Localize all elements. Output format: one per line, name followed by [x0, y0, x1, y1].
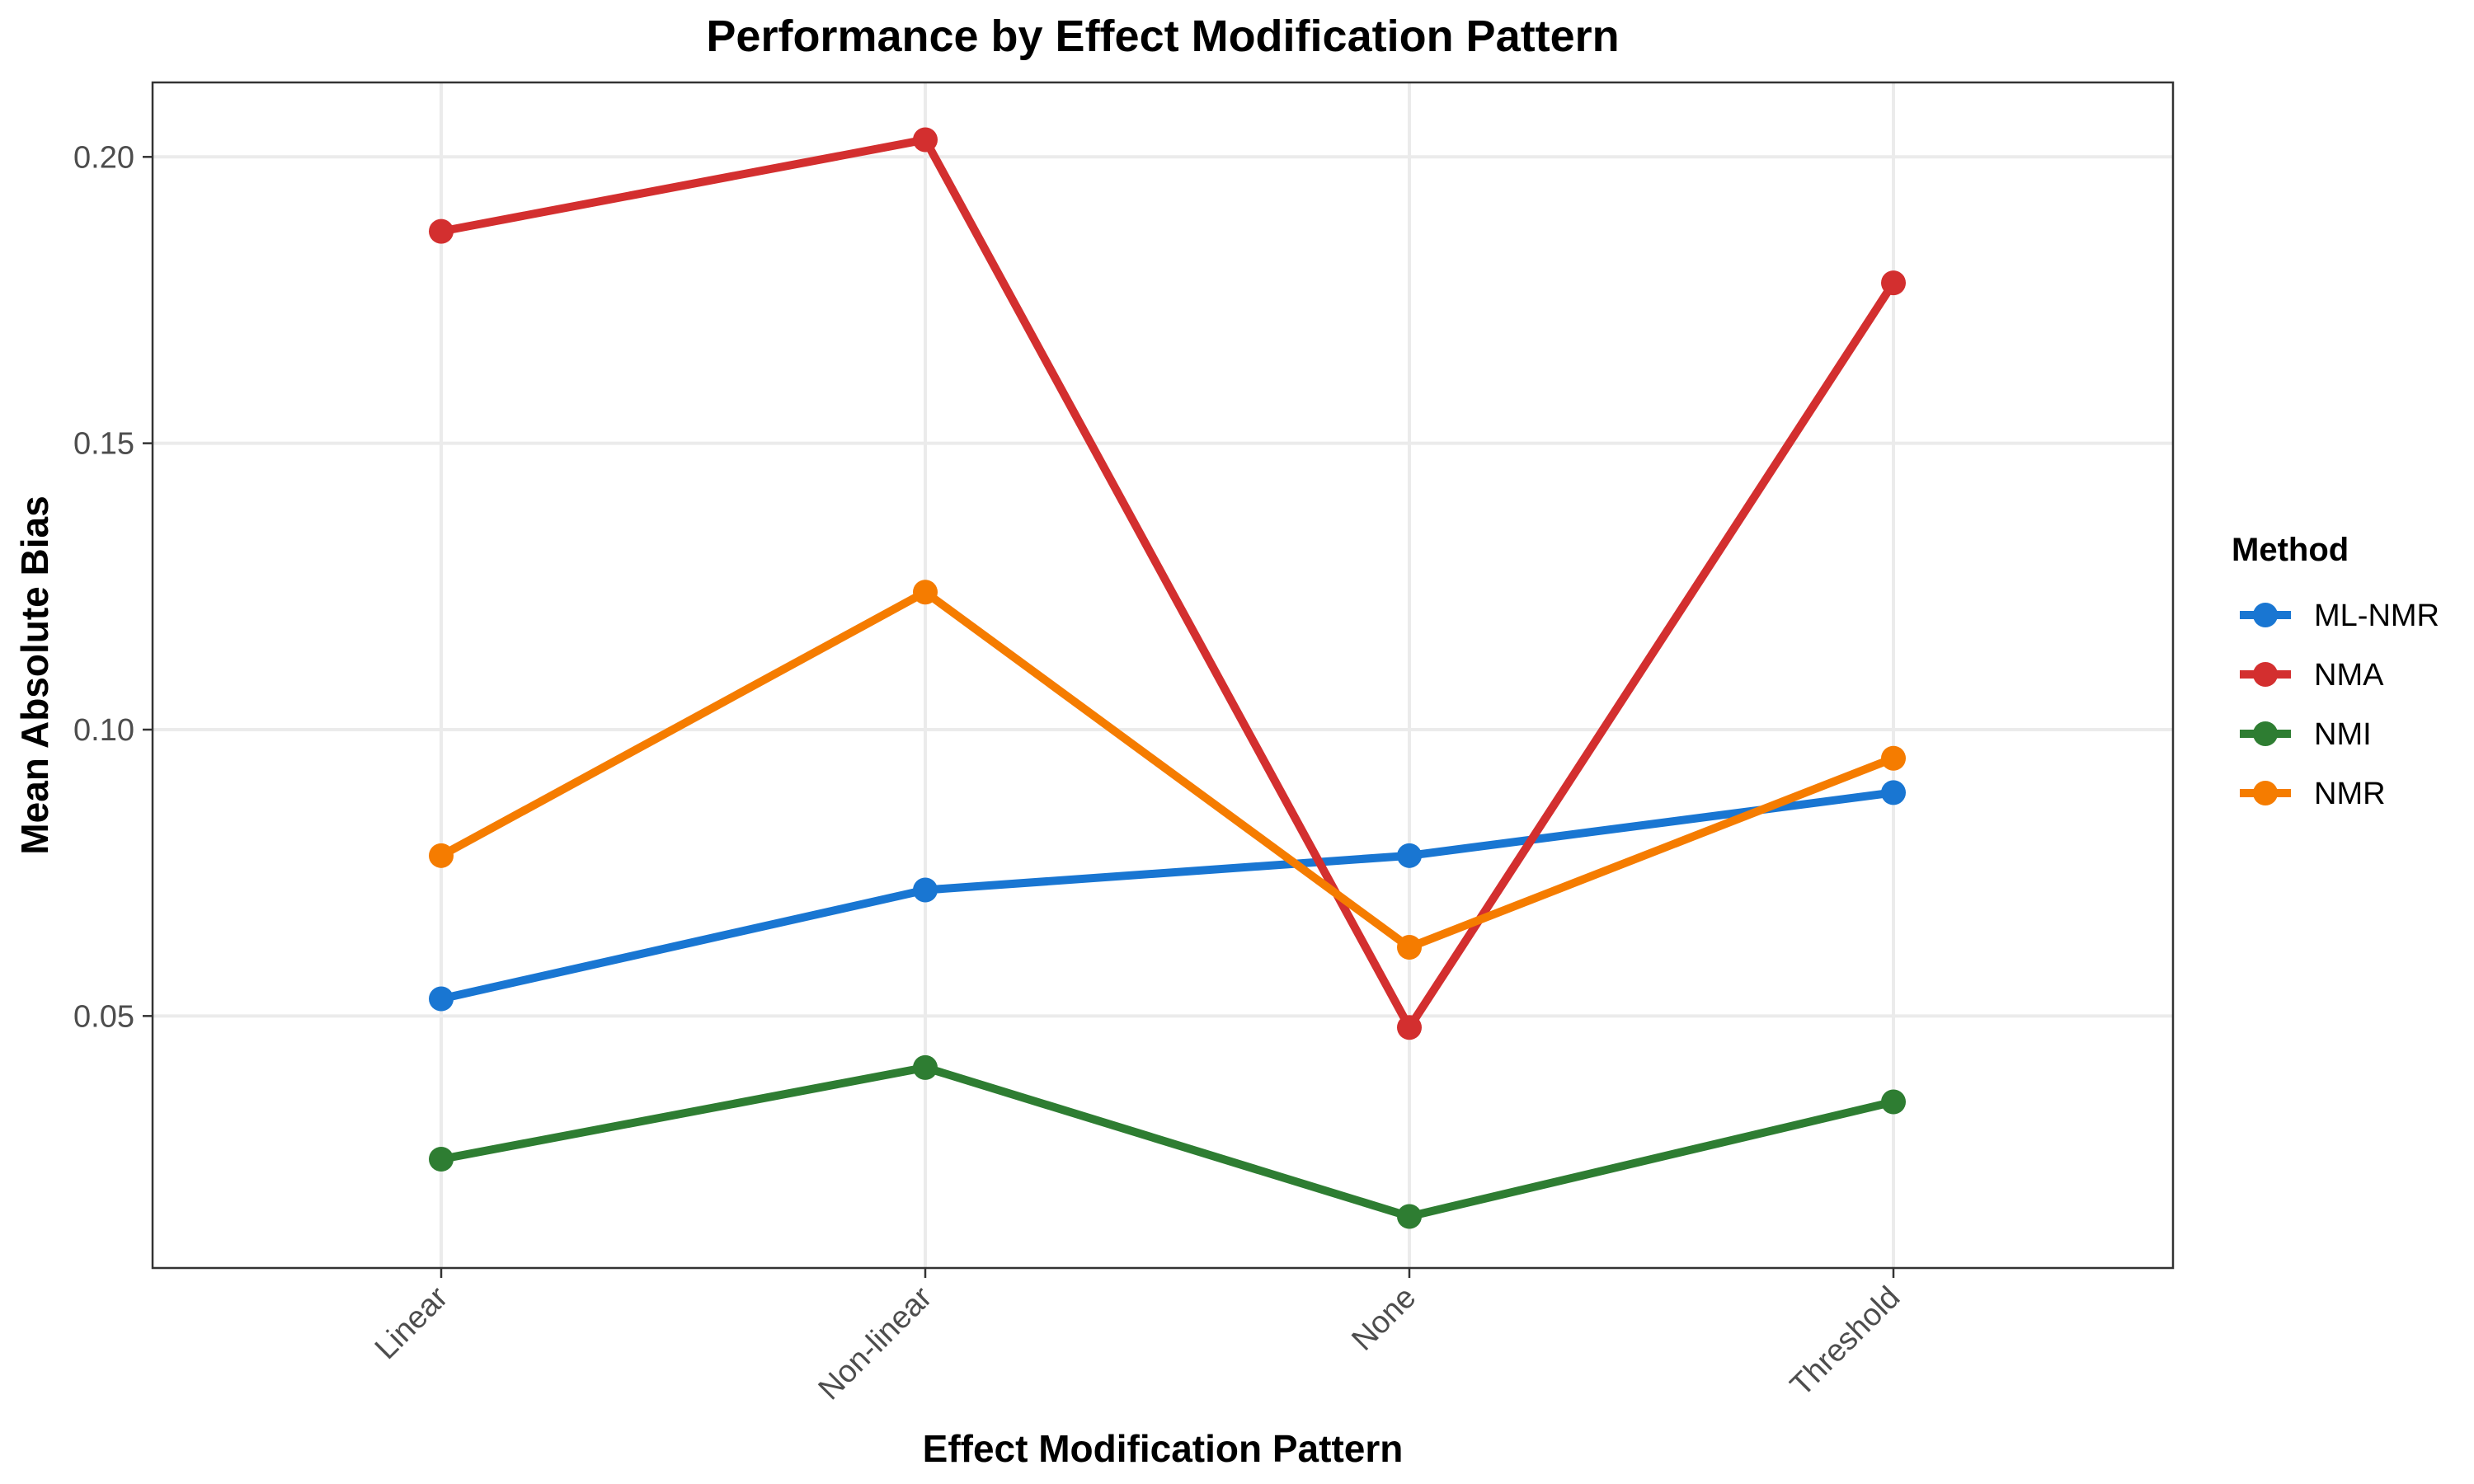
series-layer [429, 127, 1906, 1229]
chart-title: Performance by Effect Modification Patte… [706, 12, 1619, 61]
y-axis-title: Mean Absolute Bias [13, 495, 56, 854]
data-point [913, 1054, 938, 1080]
series-line [437, 788, 1898, 1003]
series-line [437, 1063, 1898, 1221]
x-tick-label: Non-linear [812, 1280, 939, 1407]
y-axis: 0.05 0.10 0.15 0.20 [73, 140, 153, 1034]
data-point [1881, 780, 1906, 805]
data-point [1881, 745, 1906, 771]
y-tick-label: 0.15 [73, 427, 134, 462]
x-axis-title: Effect Modification Pattern [923, 1427, 1404, 1470]
x-tick-label: None [1345, 1280, 1423, 1358]
series-line [437, 135, 1898, 1032]
data-point [429, 218, 454, 244]
data-point [429, 1147, 454, 1172]
legend-label: ML-NMR [2314, 599, 2439, 633]
x-tick-label: Linear [369, 1280, 455, 1366]
x-axis: Linear Non-linear None Threshold [369, 1268, 1907, 1407]
data-point [913, 127, 938, 153]
legend-key-point [2253, 721, 2278, 746]
legend-label: NMA [2314, 658, 2384, 693]
x-tick-label: Threshold [1784, 1280, 1907, 1403]
legend-key-point [2253, 781, 2278, 805]
data-point [1397, 1204, 1422, 1229]
data-point [1397, 843, 1422, 868]
y-tick-label: 0.10 [73, 713, 134, 748]
series-line [437, 588, 1898, 951]
series-nmi [429, 1054, 1906, 1229]
data-point [429, 843, 454, 868]
grid [153, 82, 2173, 1268]
legend-item: ML-NMR [2240, 599, 2439, 633]
y-tick-label: 0.05 [73, 999, 134, 1034]
legend-key-point [2253, 662, 2278, 687]
legend: Method ML-NMR NMA NMI NMR [2232, 532, 2439, 811]
data-point [1397, 934, 1422, 960]
legend-item: NMR [2240, 777, 2386, 811]
legend-title: Method [2232, 532, 2349, 568]
plot-panel-border [151, 81, 2175, 1270]
legend-item: NMA [2240, 658, 2384, 693]
series-ml-nmr [429, 780, 1906, 1012]
data-point [429, 986, 454, 1012]
data-point [1881, 1089, 1906, 1115]
legend-item: NMI [2240, 717, 2372, 752]
data-point [1881, 270, 1906, 296]
data-point [913, 580, 938, 605]
legend-label: NMR [2314, 777, 2386, 811]
legend-key-point [2253, 603, 2278, 627]
series-nmr [429, 580, 1906, 960]
series-nma [429, 127, 1906, 1040]
data-point [1397, 1015, 1422, 1040]
data-point [913, 877, 938, 903]
y-tick-label: 0.20 [73, 140, 134, 175]
legend-label: NMI [2314, 717, 2372, 752]
